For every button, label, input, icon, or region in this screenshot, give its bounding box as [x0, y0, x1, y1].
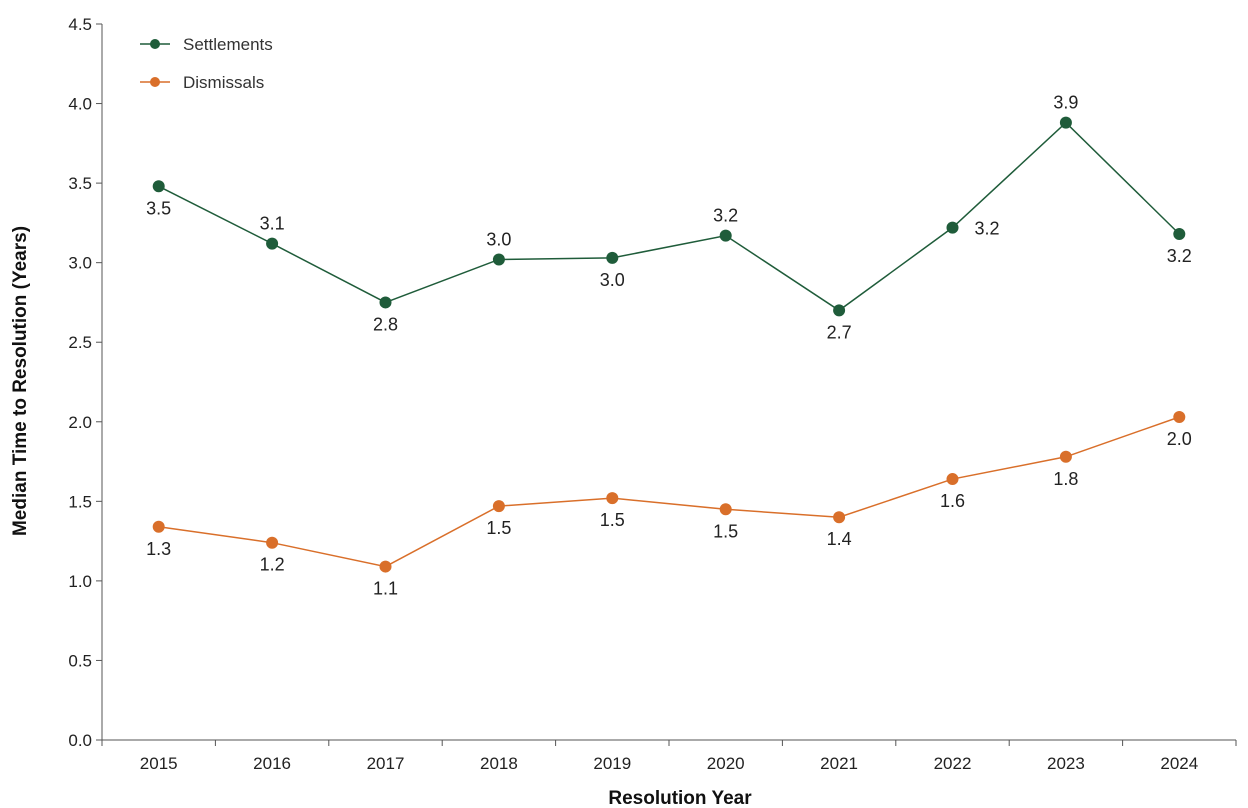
- data-point: [266, 237, 279, 250]
- data-point: [946, 221, 959, 234]
- legend-marker: [150, 77, 160, 87]
- x-axis-title: Resolution Year: [608, 788, 752, 808]
- data-point: [1173, 411, 1186, 424]
- data-label: 1.2: [260, 555, 285, 575]
- data-labels-layer: 3.5 3.1 2.8 3.0 3.0 3.2 2.7 3.2 3.9 3.2 1.3 1.2 1.1 1…: [146, 93, 1192, 599]
- data-point: [152, 520, 165, 533]
- x-tick-label: 2018: [480, 754, 518, 773]
- data-label: 1.5: [713, 521, 738, 541]
- data-label: 3.2: [1167, 246, 1192, 266]
- series-settlements: [152, 116, 1186, 317]
- data-label: 1.5: [600, 510, 625, 530]
- data-label: 3.5: [146, 198, 171, 218]
- legend-label: Dismissals: [183, 73, 264, 92]
- data-label: 3.9: [1053, 93, 1078, 113]
- data-point: [492, 253, 505, 266]
- data-label: 3.0: [600, 270, 625, 290]
- y-tick-label: 1.0: [68, 572, 92, 591]
- series-line: [158, 416, 1180, 568]
- x-tick-label: 2023: [1047, 754, 1085, 773]
- x-tick-label: 2021: [820, 754, 858, 773]
- legend-marker: [150, 39, 160, 49]
- data-label: 2.8: [373, 314, 398, 334]
- data-point: [833, 511, 846, 524]
- y-axis-title: Median Time to Resolution (Years): [10, 226, 31, 536]
- data-label: 3.2: [713, 206, 738, 226]
- x-tick-label: 2024: [1160, 754, 1198, 773]
- x-tick-label: 2016: [253, 754, 291, 773]
- data-point: [606, 492, 619, 505]
- data-point: [606, 251, 619, 264]
- y-tick-label: 2.5: [68, 333, 92, 352]
- x-tick-label: 2017: [367, 754, 405, 773]
- data-point: [379, 560, 392, 573]
- legend-item: Settlements: [140, 35, 273, 54]
- data-label: 3.0: [486, 229, 511, 249]
- data-label: 1.1: [373, 579, 398, 599]
- axes: 0.0 0.5 1.0 1.5 2.0 2.5 3.0 3.5 4.0 4.5 2015 2016 20…: [68, 15, 1237, 773]
- data-label: 1.3: [146, 539, 171, 559]
- legend-label: Settlements: [183, 35, 273, 54]
- x-tick-label: 2020: [707, 754, 745, 773]
- y-tick-label: 2.0: [68, 413, 92, 432]
- series-dismissals: [152, 411, 1186, 573]
- data-point: [833, 304, 846, 317]
- data-label: 1.4: [827, 529, 852, 549]
- x-tick-label: 2015: [140, 754, 178, 773]
- data-label: 3.2: [975, 219, 1000, 239]
- y-tick-label: 0.5: [68, 651, 92, 670]
- data-label: 1.6: [940, 491, 965, 511]
- data-label: 1.8: [1053, 469, 1078, 489]
- data-point: [946, 473, 959, 486]
- y-tick-label: 4.0: [68, 95, 92, 114]
- data-point: [492, 500, 505, 513]
- data-point: [1173, 228, 1186, 241]
- series-layer: [152, 116, 1186, 573]
- y-tick-label: 1.5: [68, 492, 92, 511]
- data-point: [719, 229, 732, 242]
- data-label: 3.1: [260, 214, 285, 234]
- data-point: [1059, 116, 1072, 129]
- data-label: 2.7: [827, 322, 852, 342]
- data-point: [266, 536, 279, 549]
- x-tick-label: 2019: [593, 754, 631, 773]
- data-label: 1.5: [486, 518, 511, 538]
- y-tick-label: 3.0: [68, 254, 92, 273]
- data-label: 2.0: [1167, 429, 1192, 449]
- y-tick-label: 3.5: [68, 174, 92, 193]
- legend-item: Dismissals: [140, 73, 264, 92]
- y-tick-label: 0.0: [68, 731, 92, 750]
- series-line: [158, 121, 1180, 312]
- data-point: [1059, 450, 1072, 463]
- legend: Settlements Dismissals: [140, 35, 273, 92]
- data-point: [152, 180, 165, 193]
- x-tick-label: 2022: [934, 754, 972, 773]
- data-point: [719, 503, 732, 516]
- data-point: [379, 296, 392, 309]
- y-tick-label: 4.5: [68, 15, 92, 34]
